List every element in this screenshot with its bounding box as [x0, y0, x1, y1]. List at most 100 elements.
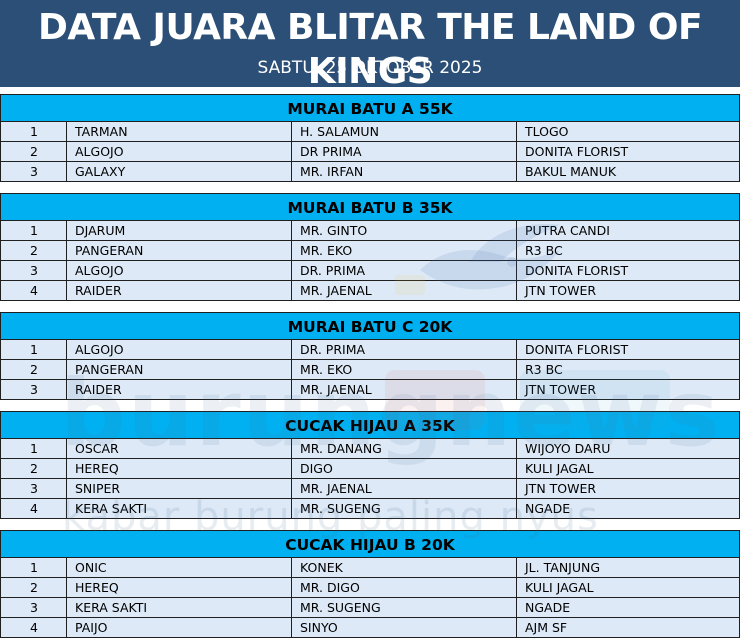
bird-name-cell: SNIPER: [67, 479, 292, 498]
team-cell: PUTRA CANDI: [525, 223, 610, 238]
owner-cell: MR. IRFAN: [292, 162, 517, 181]
rank-cell: 2: [1, 142, 67, 161]
team-cell: JTN TOWER: [525, 283, 597, 298]
table-row: 2 HEREQ MR. DIGO KULI JAGAL: [0, 578, 740, 598]
rank-cell: 3: [1, 261, 67, 280]
rank-cell: 1: [1, 340, 67, 359]
team-cell: BAKUL MANUK: [525, 164, 617, 179]
owner-cell: MR. EKO: [292, 241, 517, 260]
rank-cell: 2: [1, 459, 67, 478]
table-row: 2 ALGOJO DR PRIMA DONITA FLORIST: [0, 142, 740, 162]
page-title: DATA JUARA BLITAR THE LAND OF KINGS: [37, 7, 703, 92]
rank-cell: 3: [1, 598, 67, 617]
owner-cell: H. SALAMUN: [292, 122, 517, 141]
rank-cell: 1: [1, 122, 67, 141]
rank-cell: 2: [1, 360, 67, 379]
table-row: 4 PAIJO SINYO AJM SF: [0, 618, 740, 638]
page-date: SABTU, 25 OKTOBER 2025: [257, 58, 483, 78]
owner-cell: DIGO: [292, 459, 517, 478]
table-row: 3 SNIPER MR. JAENAL JTN TOWER: [0, 479, 740, 499]
bird-name-cell: RAIDER: [67, 380, 292, 399]
team-cell: NGADE: [525, 501, 571, 516]
table-row: 3 ALGOJO DR. PRIMA DONITA FLORIST: [0, 261, 740, 281]
owner-cell: MR. EKO: [292, 360, 517, 379]
team-cell: JTN TOWER: [525, 382, 597, 397]
section-title: MURAI BATU A 55K: [0, 94, 740, 122]
team-cell: TLOGO: [525, 124, 569, 139]
bird-name-cell: TARMAN: [67, 122, 292, 141]
team-cell: KULI JAGAL: [525, 461, 594, 476]
table-row: 2 PANGERAN MR. EKO R3 BC: [0, 241, 740, 261]
owner-cell: MR. SUGENG: [292, 598, 517, 617]
owner-cell: DR. PRIMA: [292, 340, 517, 359]
owner-cell: MR. JAENAL: [292, 479, 517, 498]
bird-name-cell: ALGOJO: [67, 261, 292, 280]
bird-name-cell: DJARUM: [67, 221, 292, 240]
results-section: MURAI BATU C 20K 1 ALGOJO DR. PRIMA DONITA F…: [0, 312, 740, 400]
section-title: MURAI BATU C 20K: [0, 312, 740, 340]
table-row: 1 TARMAN H. SALAMUN TLOGO: [0, 122, 740, 142]
rank-cell: 3: [1, 479, 67, 498]
bird-name-cell: ALGOJO: [67, 340, 292, 359]
table-row: 1 OSCAR MR. DANANG WIJOYO DARU: [0, 439, 740, 459]
table-row: 4 RAIDER MR. JAENAL JTN TOWER: [0, 281, 740, 301]
owner-cell: DR PRIMA: [292, 142, 517, 161]
table-row: 1 ONIC KONEK JL. TANJUNG: [0, 558, 740, 578]
owner-cell: SINYO: [292, 618, 517, 637]
results-section: CUCAK HIJAU B 20K 1 ONIC KONEK JL. TANJUNG 2 H…: [0, 530, 740, 638]
section-title: MURAI BATU B 35K: [0, 193, 740, 221]
bird-name-cell: KERA SAKTI: [67, 499, 292, 518]
team-cell: JL. TANJUNG: [525, 560, 601, 575]
rank-cell: 2: [1, 241, 67, 260]
page-header: DATA JUARA BLITAR THE LAND OF KINGS SABT…: [0, 0, 740, 92]
table-row: 1 DJARUM MR. GINTO PUTRA CANDI: [0, 221, 740, 241]
rank-cell: 4: [1, 618, 67, 637]
table-row: 3 KERA SAKTI MR. SUGENG NGADE: [0, 598, 740, 618]
owner-cell: MR. GINTO: [292, 221, 517, 240]
team-cell: DONITA FLORIST: [525, 342, 629, 357]
bird-name-cell: PANGERAN: [67, 360, 292, 379]
rank-cell: 1: [1, 439, 67, 458]
team-cell: R3 BC: [525, 362, 563, 377]
results-section: MURAI BATU A 55K 1 TARMAN H. SALAMUN TLOGO 2 A…: [0, 94, 740, 182]
section-title: CUCAK HIJAU A 35K: [0, 411, 740, 439]
rank-cell: 3: [1, 162, 67, 181]
team-cell: JTN TOWER: [525, 481, 597, 496]
bird-name-cell: ALGOJO: [67, 142, 292, 161]
owner-cell: KONEK: [292, 558, 517, 577]
team-cell: DONITA FLORIST: [525, 263, 629, 278]
owner-cell: DR. PRIMA: [292, 261, 517, 280]
owner-cell: MR. SUGENG: [292, 499, 517, 518]
section-title: CUCAK HIJAU B 20K: [0, 530, 740, 558]
table-row: 1 ALGOJO DR. PRIMA DONITA FLORIST: [0, 340, 740, 360]
rank-cell: 4: [1, 499, 67, 518]
bird-name-cell: RAIDER: [67, 281, 292, 300]
team-cell: KULI JAGAL: [525, 580, 594, 595]
bird-name-cell: ONIC: [67, 558, 292, 577]
team-cell: WIJOYO DARU: [525, 441, 611, 456]
team-cell: DONITA FLORIST: [525, 144, 629, 159]
table-row: 3 GALAXY MR. IRFAN BAKUL MANUK: [0, 162, 740, 182]
team-cell: AJM SF: [525, 620, 568, 635]
table-row: 3 RAIDER MR. JAENAL JTN TOWER: [0, 380, 740, 400]
team-cell: R3 BC: [525, 243, 563, 258]
table-row: 4 KERA SAKTI MR. SUGENG NGADE: [0, 499, 740, 519]
bird-name-cell: KERA SAKTI: [67, 598, 292, 617]
bird-name-cell: OSCAR: [67, 439, 292, 458]
owner-cell: MR. DIGO: [292, 578, 517, 597]
owner-cell: MR. DANANG: [292, 439, 517, 458]
rank-cell: 1: [1, 558, 67, 577]
rank-cell: 2: [1, 578, 67, 597]
table-row: 2 HEREQ DIGO KULI JAGAL: [0, 459, 740, 479]
team-cell: NGADE: [525, 600, 571, 615]
owner-cell: MR. JAENAL: [292, 380, 517, 399]
bird-name-cell: HEREQ: [67, 459, 292, 478]
results-section: MURAI BATU B 35K 1 DJARUM MR. GINTO PUTRA CA…: [0, 193, 740, 301]
rank-cell: 4: [1, 281, 67, 300]
rank-cell: 3: [1, 380, 67, 399]
rank-cell: 1: [1, 221, 67, 240]
table-row: 2 PANGERAN MR. EKO R3 BC: [0, 360, 740, 380]
bird-name-cell: HEREQ: [67, 578, 292, 597]
owner-cell: MR. JAENAL: [292, 281, 517, 300]
bird-name-cell: GALAXY: [67, 162, 292, 181]
